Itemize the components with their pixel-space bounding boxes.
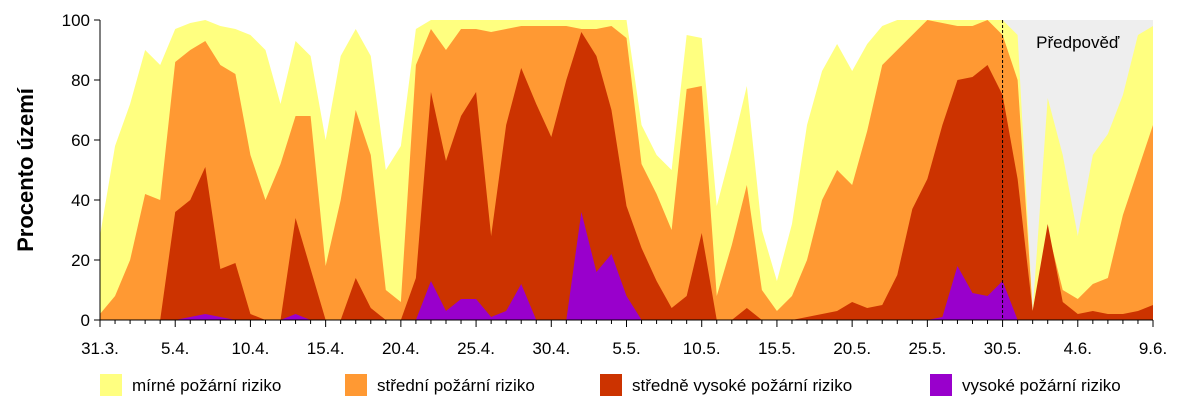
x-tick-label: 4.6. — [1064, 339, 1092, 358]
legend-swatch — [345, 374, 367, 396]
area-series-4 — [100, 212, 1153, 320]
x-tick-label: 5.4. — [161, 339, 189, 358]
y-tick-label: 40 — [71, 191, 90, 210]
x-tick-label: 15.4. — [307, 339, 345, 358]
legend-swatch — [100, 374, 122, 396]
y-tick-label: 60 — [71, 131, 90, 150]
x-tick-label: 31.3. — [81, 339, 119, 358]
legend-item-3: středně vysoké požární riziko — [600, 374, 852, 396]
y-axis-label: Procento území — [13, 87, 38, 252]
legend-label: střední požární riziko — [377, 376, 535, 395]
legend-item-4: vysoké požární riziko — [930, 374, 1121, 396]
x-tick-label: 5.5. — [612, 339, 640, 358]
x-tick-label: 9.6. — [1139, 339, 1167, 358]
legend-label: mírné požární riziko — [132, 376, 281, 395]
y-tick-label: 100 — [62, 11, 90, 30]
y-tick-label: 20 — [71, 251, 90, 270]
x-tick-label: 25.5. — [908, 339, 946, 358]
x-tick-label: 15.5. — [758, 339, 796, 358]
x-tick-label: 10.5. — [683, 339, 721, 358]
legend-item-2: střední požární riziko — [345, 374, 535, 396]
legend-label: středně vysoké požární riziko — [632, 376, 852, 395]
x-tick-label: 30.5. — [984, 339, 1022, 358]
axes-group: 0 20 40 60 80 100 31.3. 5.4. 10.4. 15.4. 20.4. 25.4… — [62, 11, 1168, 358]
area-series-group — [100, 20, 1153, 320]
x-tick-label: 20.5. — [833, 339, 871, 358]
legend-item-1: mírné požární riziko — [100, 374, 281, 396]
legend-swatch — [930, 374, 952, 396]
x-tick-label: 10.4. — [232, 339, 270, 358]
y-tick-label: 0 — [81, 311, 90, 330]
legend-swatch — [600, 374, 622, 396]
area-series-3 — [100, 32, 1153, 320]
legend: mírné požární riziko střední požární rizi… — [100, 374, 1121, 396]
forecast-label: Předpověď — [1036, 33, 1120, 52]
x-tick-label: 20.4. — [382, 339, 420, 358]
legend-label: vysoké požární riziko — [962, 376, 1121, 395]
area-series-2 — [100, 20, 1153, 320]
x-tick-label: 25.4. — [457, 339, 495, 358]
x-tick-label: 30.4. — [532, 339, 570, 358]
y-tick-label: 80 — [71, 71, 90, 90]
